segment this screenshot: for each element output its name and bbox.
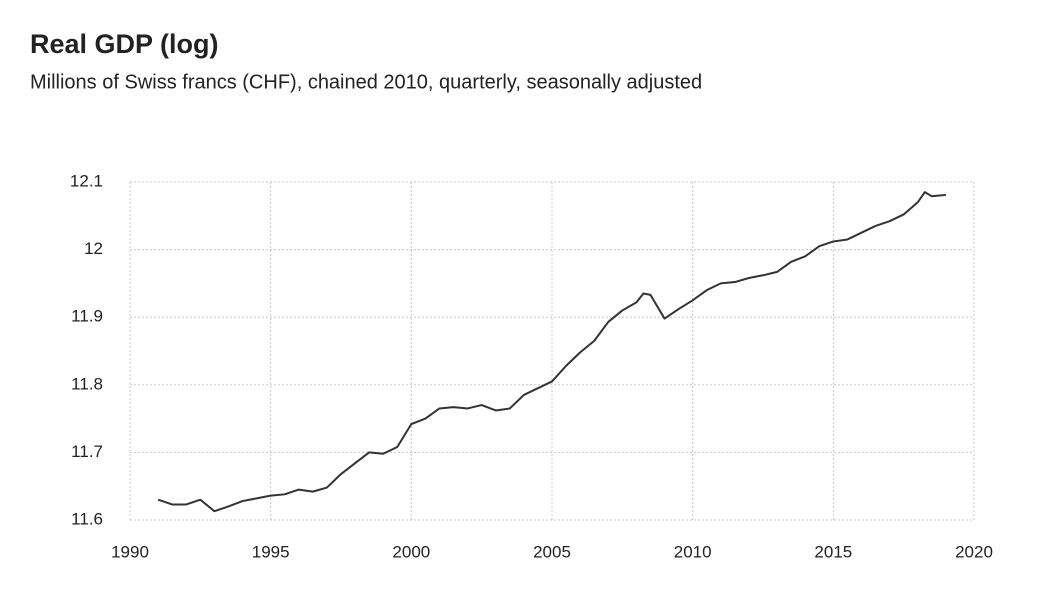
x-tick-label: 1995 bbox=[252, 542, 290, 561]
x-tick-label: 2020 bbox=[955, 542, 993, 561]
y-tick-label: 12 bbox=[84, 239, 103, 258]
y-tick-label: 11.6 bbox=[71, 509, 103, 528]
x-tick-label: 2015 bbox=[814, 542, 852, 561]
y-tick-label: 12.1 bbox=[70, 171, 103, 190]
chart-subtitle: Millions of Swiss francs (CHF), chained … bbox=[30, 71, 702, 93]
chart-title: Real GDP (log) bbox=[30, 29, 219, 59]
x-tick-label: 2005 bbox=[533, 542, 571, 561]
x-tick-label: 1990 bbox=[111, 542, 149, 561]
y-tick-label: 11.7 bbox=[71, 442, 103, 461]
y-tick-label: 11.9 bbox=[71, 307, 103, 326]
x-tick-label: 2000 bbox=[392, 542, 430, 561]
y-tick-label: 11.8 bbox=[71, 374, 103, 393]
x-tick-label: 2010 bbox=[674, 542, 712, 561]
data-line bbox=[157, 191, 946, 513]
